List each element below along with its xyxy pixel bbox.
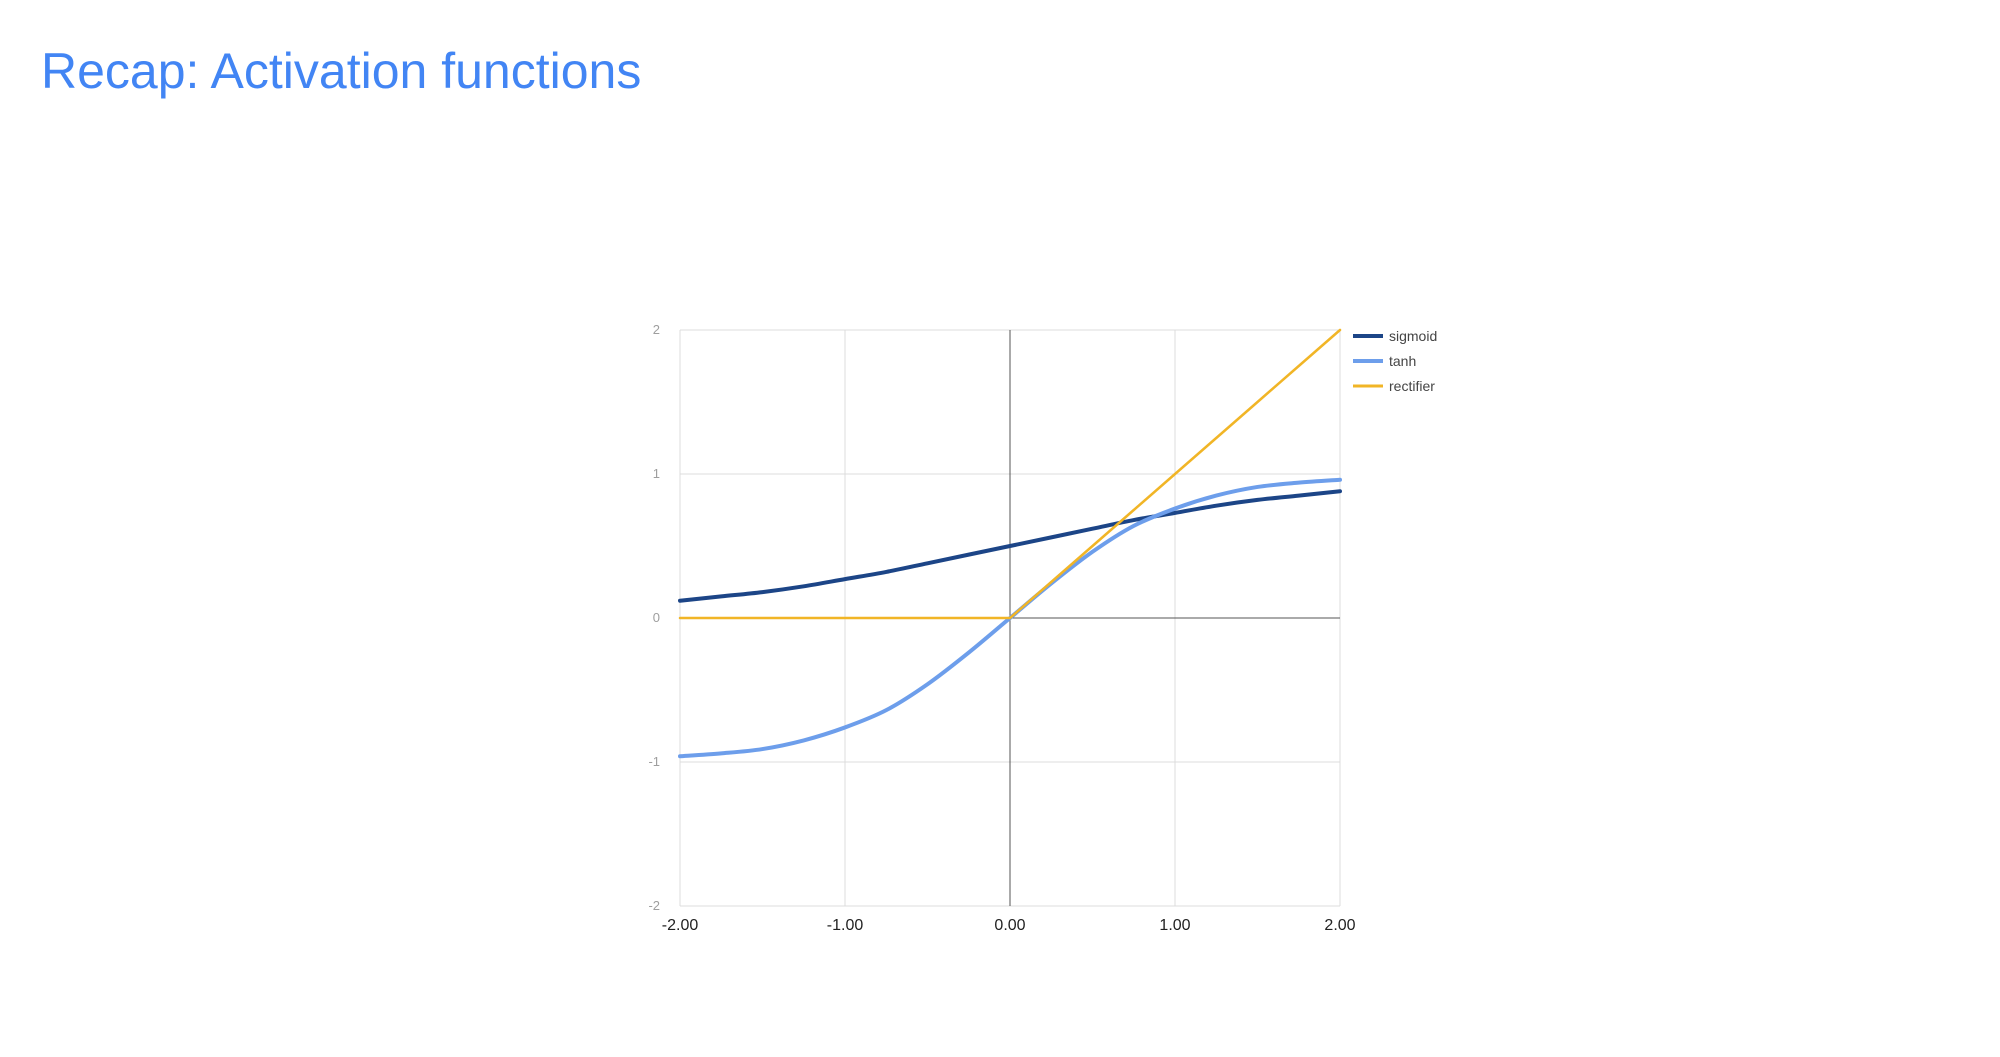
series-line-rectifier: [678, 328, 1342, 620]
x-tick-label: 1.00: [1159, 917, 1190, 934]
legend: sigmoid tanh rectifier: [1353, 328, 1437, 394]
y-tick-label: -1: [648, 754, 660, 769]
y-tick-label: 0: [653, 610, 660, 625]
x-tick-label: -1.00: [827, 917, 864, 934]
series-lines: [678, 328, 1342, 759]
x-tick-label: 2.00: [1324, 917, 1355, 934]
tick-labels: 2 1 0 -1 -2-2.00 -1.00 0.00 1.00 2.00: [648, 322, 1355, 934]
y-tick-label: 1: [653, 466, 660, 481]
y-tick-label: -2: [648, 898, 660, 913]
legend-item-sigmoid: sigmoid: [1353, 328, 1437, 344]
y-tick-label: 2: [653, 322, 660, 337]
x-tick-label: -2.00: [662, 917, 699, 934]
series-line-sigmoid: [678, 489, 1342, 603]
legend-label-tanh: tanh: [1389, 353, 1416, 369]
legend-label-sigmoid: sigmoid: [1389, 328, 1437, 344]
legend-label-rectifier: rectifier: [1389, 378, 1435, 394]
slide-title: Recap: Activation functions: [41, 43, 642, 99]
legend-item-rectifier: rectifier: [1353, 378, 1435, 394]
legend-item-tanh: tanh: [1353, 353, 1416, 369]
x-tick-label: 0.00: [994, 917, 1025, 934]
